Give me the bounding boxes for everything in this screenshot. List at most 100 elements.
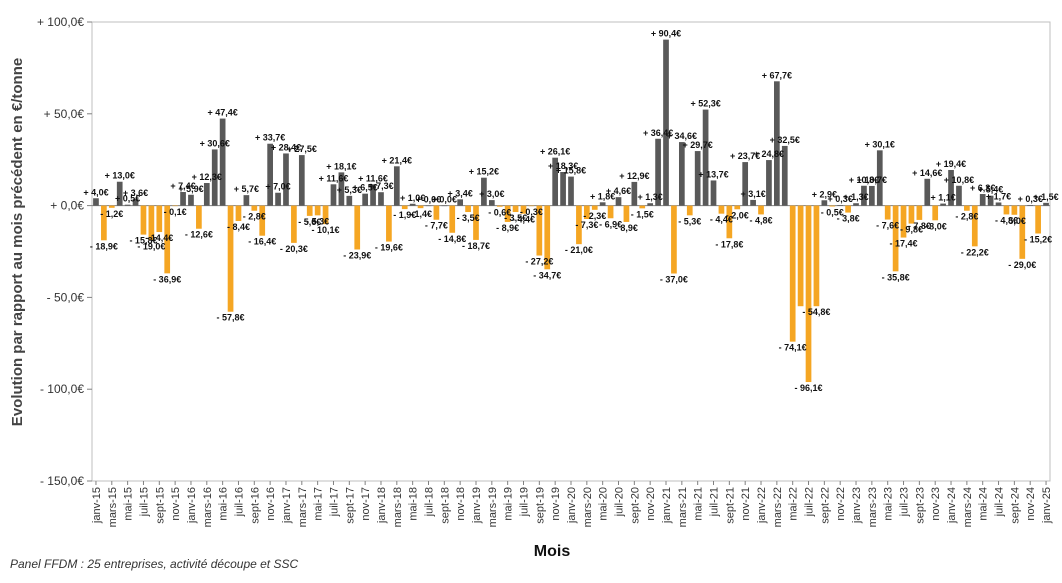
- bar: [457, 199, 464, 206]
- bar: [180, 192, 186, 206]
- data-label: - 18,7€: [462, 241, 490, 251]
- bar: [536, 205, 543, 256]
- x-tick-label: mai-22: [788, 487, 800, 521]
- data-label: - 15,8€: [129, 236, 157, 246]
- bar: [995, 202, 1002, 206]
- x-tick-label: nov-20: [645, 487, 657, 521]
- x-tick-label: mars-21: [677, 487, 689, 527]
- bar: [441, 205, 448, 207]
- bar: [101, 205, 107, 241]
- data-label: - 8,9€: [496, 223, 519, 233]
- bar: [219, 118, 226, 206]
- x-tick-label: janv-15: [91, 487, 103, 524]
- bar: [805, 205, 812, 383]
- data-label: - 18,9€: [90, 241, 118, 251]
- bars: [93, 39, 1049, 383]
- bar: [465, 205, 471, 213]
- data-label: + 15,2€: [469, 167, 499, 177]
- bar: [647, 203, 654, 206]
- data-label: + 1,0€: [400, 193, 425, 203]
- bar: [283, 153, 289, 206]
- x-tick-label: nov-17: [360, 487, 372, 521]
- x-tick-label: sept-16: [249, 487, 261, 524]
- bar: [718, 205, 725, 214]
- bar: [591, 205, 598, 210]
- bar: [702, 109, 709, 206]
- bar: [227, 205, 234, 312]
- x-tick-label: janv-19: [471, 487, 483, 524]
- bar: [306, 205, 313, 216]
- x-tick-label: nov-24: [1025, 487, 1037, 521]
- data-label: + 32,5€: [770, 135, 800, 145]
- data-label: - 2,3€: [583, 211, 606, 221]
- data-label: + 90,4€: [651, 29, 681, 39]
- bar: [971, 205, 978, 247]
- data-label: + 5,3€: [337, 185, 362, 195]
- data-label: + 4,0€: [83, 187, 108, 197]
- x-tick-label: juil-22: [804, 487, 816, 517]
- x-tick-label: mai-18: [408, 487, 420, 521]
- data-label: - 12,6€: [185, 230, 213, 240]
- y-tick-label: - 150,0€: [40, 474, 84, 488]
- bar: [956, 185, 962, 206]
- data-label: - 35,8€: [882, 272, 910, 282]
- data-label: + 1,1€: [930, 193, 955, 203]
- data-label: + 5,9€: [178, 184, 203, 194]
- data-label: - 5,0€: [1003, 216, 1026, 226]
- bar: [203, 183, 210, 206]
- bar: [362, 193, 368, 206]
- data-label: - 19,0€: [137, 241, 165, 251]
- x-axis: janv-15 mars-15 mai-15 juil-15 sept-15 nov-15…: [91, 481, 1053, 527]
- data-label: + 5,7€: [234, 184, 259, 194]
- bar: [742, 162, 749, 206]
- bar: [576, 205, 582, 245]
- bar: [607, 205, 614, 219]
- bar: [346, 195, 353, 206]
- bar: [615, 197, 622, 206]
- data-label: + 3,6€: [123, 188, 148, 198]
- x-tick-label: mai-19: [503, 487, 515, 521]
- data-label: + 36,4€: [643, 128, 673, 138]
- bar: [869, 185, 875, 206]
- bar: [156, 205, 163, 233]
- bar: [583, 205, 590, 220]
- bar: [916, 205, 923, 220]
- x-tick-label: mai-23: [883, 487, 895, 521]
- data-label: + 1,3€: [638, 192, 663, 202]
- x-tick-label: mars-23: [867, 487, 879, 527]
- data-label: - 2,8€: [243, 212, 266, 222]
- data-label: - 4,8€: [750, 215, 773, 225]
- bar: [196, 205, 202, 229]
- data-label: - 0,3€: [520, 207, 543, 217]
- data-label: - 5,3€: [306, 216, 329, 226]
- data-label: - 74,1€: [779, 343, 807, 353]
- data-label: + 47,4€: [207, 108, 237, 118]
- bar: [1003, 205, 1010, 215]
- data-label: - 34,7€: [533, 270, 561, 280]
- data-label: + 23,7€: [730, 151, 760, 161]
- data-label: + 0,5€: [115, 194, 140, 204]
- data-label: + 6,5€: [353, 183, 378, 193]
- bar: [330, 184, 337, 206]
- bar: [267, 143, 273, 206]
- data-label: + 11,6€: [319, 173, 349, 183]
- bar: [393, 166, 400, 206]
- bar: [750, 199, 756, 206]
- data-label: - 1,5€: [631, 209, 654, 219]
- bar: [314, 205, 321, 216]
- bar: [979, 194, 986, 206]
- data-label: - 96,1€: [795, 383, 823, 393]
- data-label: + 4,6€: [606, 186, 631, 196]
- bar: [568, 176, 574, 206]
- x-tick-label: janv-24: [946, 487, 958, 524]
- bar: [211, 149, 218, 206]
- bar: [370, 184, 376, 206]
- data-label: + 7,3€: [368, 181, 393, 191]
- data-label: + 21,4€: [382, 155, 412, 165]
- data-label: - 0,5€: [821, 208, 844, 218]
- data-label: - 36,9€: [153, 274, 181, 284]
- bar: [663, 39, 669, 206]
- data-label: + 19,4€: [936, 159, 966, 169]
- y-axis: - 150,0€ - 100,0€ - 50,0€ + 0,0€ + 50,0€ + 10…: [37, 15, 92, 488]
